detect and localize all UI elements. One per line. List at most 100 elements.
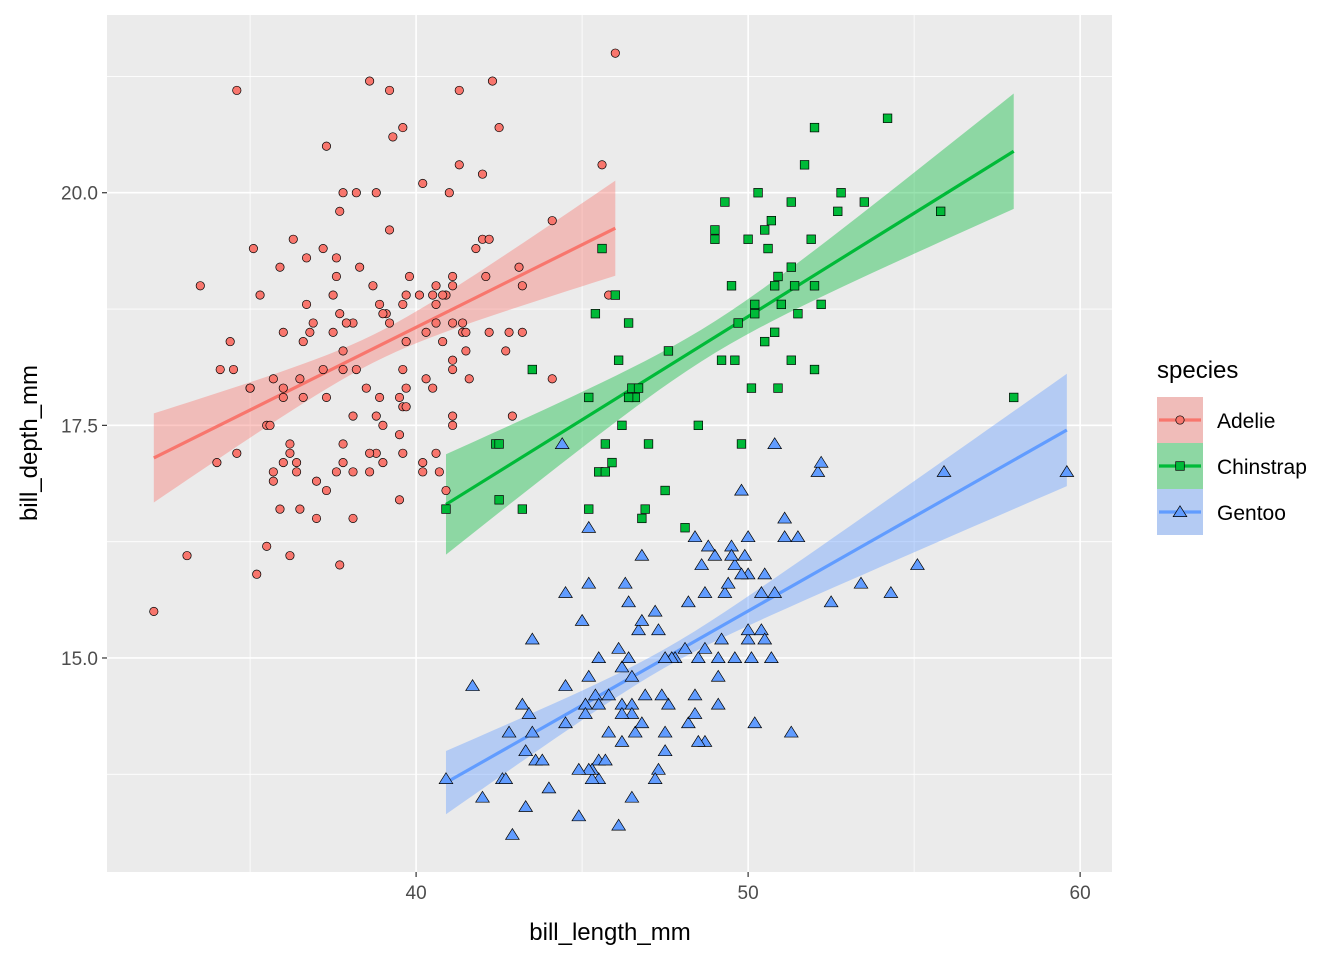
point-gentoo [717, 585, 733, 598]
point-chinstrap [760, 225, 770, 235]
point-gentoo [680, 595, 696, 608]
point-chinstrap [733, 318, 743, 328]
point-gentoo [707, 548, 723, 561]
point-gentoo [694, 558, 710, 570]
point-adelie [448, 364, 458, 375]
point-gentoo [767, 437, 783, 449]
point-gentoo [783, 725, 799, 738]
point-gentoo [853, 576, 869, 589]
point-adelie [375, 299, 385, 309]
point-adelie [288, 234, 298, 244]
point-adelie [295, 504, 305, 514]
point-gentoo [813, 455, 829, 468]
point-gentoo [581, 762, 597, 775]
point-adelie [301, 299, 312, 309]
point-adelie [298, 392, 308, 402]
point-adelie [464, 374, 474, 384]
point-adelie [507, 411, 517, 421]
point-gentoo [614, 734, 630, 747]
point-adelie [477, 169, 488, 179]
regression-line-adelie [153, 226, 617, 460]
point-chinstrap [809, 122, 820, 133]
circle-icon [1175, 415, 1185, 425]
point-gentoo [541, 781, 557, 794]
point-adelie [428, 290, 438, 300]
legend-item-adelie: Adelie [1157, 397, 1275, 443]
point-adelie [278, 392, 288, 402]
point-adelie [321, 141, 332, 151]
point-chinstrap [517, 504, 527, 514]
point-adelie [321, 392, 332, 402]
point-chinstrap [441, 504, 451, 514]
point-adelie [278, 383, 288, 393]
point-gentoo [687, 530, 703, 543]
point-chinstrap [693, 420, 703, 431]
point-gentoo [763, 651, 779, 663]
point-gentoo [524, 632, 540, 645]
point-chinstrap [882, 113, 893, 123]
gridlines [107, 15, 1112, 872]
point-chinstrap [859, 197, 869, 207]
point-adelie [517, 281, 527, 291]
data-points [149, 48, 1075, 840]
point-adelie [394, 495, 405, 505]
point-gentoo [597, 753, 613, 766]
triangle-icon [1172, 505, 1188, 518]
point-adelie [431, 448, 441, 458]
point-adelie [428, 383, 438, 393]
point-adelie [301, 253, 312, 263]
point-chinstrap [786, 197, 796, 207]
point-chinstrap [637, 513, 647, 524]
point-gentoo [654, 688, 670, 701]
point-adelie [245, 383, 255, 393]
point-gentoo [504, 827, 520, 840]
point-chinstrap [610, 290, 620, 300]
point-chinstrap [680, 523, 690, 533]
point-adelie [285, 439, 295, 449]
point-adelie [454, 160, 464, 170]
point-adelie [255, 290, 265, 300]
point-gentoo [581, 520, 597, 533]
point-adelie [182, 551, 192, 561]
point-gentoo [581, 669, 597, 682]
point-gentoo [498, 772, 514, 784]
point-gentoo [657, 651, 673, 663]
legend-label: Adelie [1217, 410, 1275, 433]
point-gentoo [501, 725, 517, 738]
point-gentoo [581, 576, 597, 589]
point-gentoo [554, 437, 570, 449]
point-chinstrap [494, 495, 504, 505]
point-chinstrap [760, 336, 770, 347]
point-chinstrap [710, 234, 720, 244]
point-adelie [458, 318, 468, 328]
point-chinstrap [726, 281, 737, 291]
point-adelie [268, 374, 278, 384]
point-gentoo [740, 623, 756, 636]
point-adelie [421, 374, 431, 384]
point-chinstrap [793, 309, 803, 319]
point-adelie [252, 569, 262, 579]
y-tick-label: 17.5 [61, 416, 98, 437]
point-chinstrap [623, 318, 634, 328]
point-gentoo [657, 725, 673, 738]
point-adelie [461, 346, 471, 356]
point-adelie [262, 541, 272, 551]
point-adelie [448, 281, 458, 291]
point-gentoo [687, 706, 703, 719]
point-gentoo [909, 558, 925, 570]
point-gentoo [621, 651, 637, 663]
point-adelie [378, 458, 388, 468]
point-adelie [195, 281, 205, 291]
y-tick-label: 15.0 [61, 649, 98, 670]
point-chinstrap [770, 327, 780, 337]
point-adelie [471, 244, 481, 254]
point-adelie [331, 271, 341, 282]
point-gentoo [621, 595, 637, 608]
point-gentoo [660, 697, 676, 710]
point-gentoo [657, 744, 673, 757]
point-adelie [454, 85, 464, 95]
point-gentoo [624, 790, 640, 803]
point-adelie [398, 299, 408, 309]
point-adelie [414, 290, 424, 300]
point-gentoo [767, 585, 783, 598]
